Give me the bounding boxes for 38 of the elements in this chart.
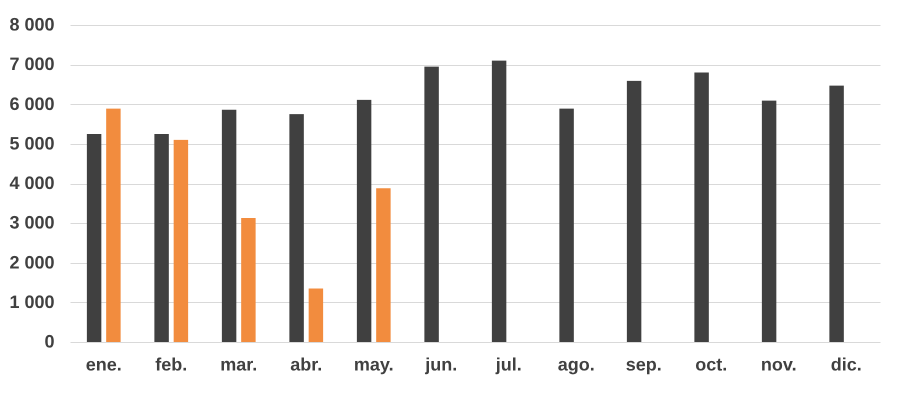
x-tick-label: jun. xyxy=(424,354,458,374)
bar xyxy=(86,134,102,342)
x-tick-label: feb. xyxy=(155,354,188,374)
x-tick-label: ene. xyxy=(86,354,122,374)
bar xyxy=(222,110,236,342)
bar xyxy=(376,188,391,342)
bar xyxy=(492,60,506,342)
y-tick-label: 8 000 xyxy=(9,14,54,34)
y-tick-label: 0 xyxy=(44,332,54,352)
y-tick-label: 3 000 xyxy=(9,212,54,233)
x-tick-label: may. xyxy=(354,354,394,374)
y-tick-label: 1 000 xyxy=(9,292,54,312)
y-tick-label: 5 000 xyxy=(9,133,54,154)
bar xyxy=(174,140,188,342)
bar xyxy=(289,114,304,342)
bar xyxy=(106,108,121,342)
bar xyxy=(829,86,844,342)
bar xyxy=(694,72,709,342)
x-tick-label: mar. xyxy=(220,354,258,374)
x-tick-label: jul. xyxy=(494,354,522,374)
bar xyxy=(308,288,324,342)
y-tick-label: 7 000 xyxy=(9,54,54,74)
x-tick-label: nov. xyxy=(760,354,797,374)
y-tick-label: 2 000 xyxy=(9,252,54,272)
bar xyxy=(356,100,372,342)
bar xyxy=(762,100,776,342)
y-tick-label: 4 000 xyxy=(9,173,54,193)
bar xyxy=(154,134,169,342)
x-tick-label: oct. xyxy=(695,354,728,374)
bar xyxy=(626,80,642,342)
bar xyxy=(241,218,256,342)
bar xyxy=(559,108,574,342)
y-tick-label: 6 000 xyxy=(9,94,54,114)
x-tick-label: sep. xyxy=(626,354,662,374)
x-tick-label: abr. xyxy=(290,354,322,374)
x-tick-label: dic. xyxy=(830,354,862,374)
bar xyxy=(424,66,439,342)
x-tick-label: ago. xyxy=(558,354,595,374)
